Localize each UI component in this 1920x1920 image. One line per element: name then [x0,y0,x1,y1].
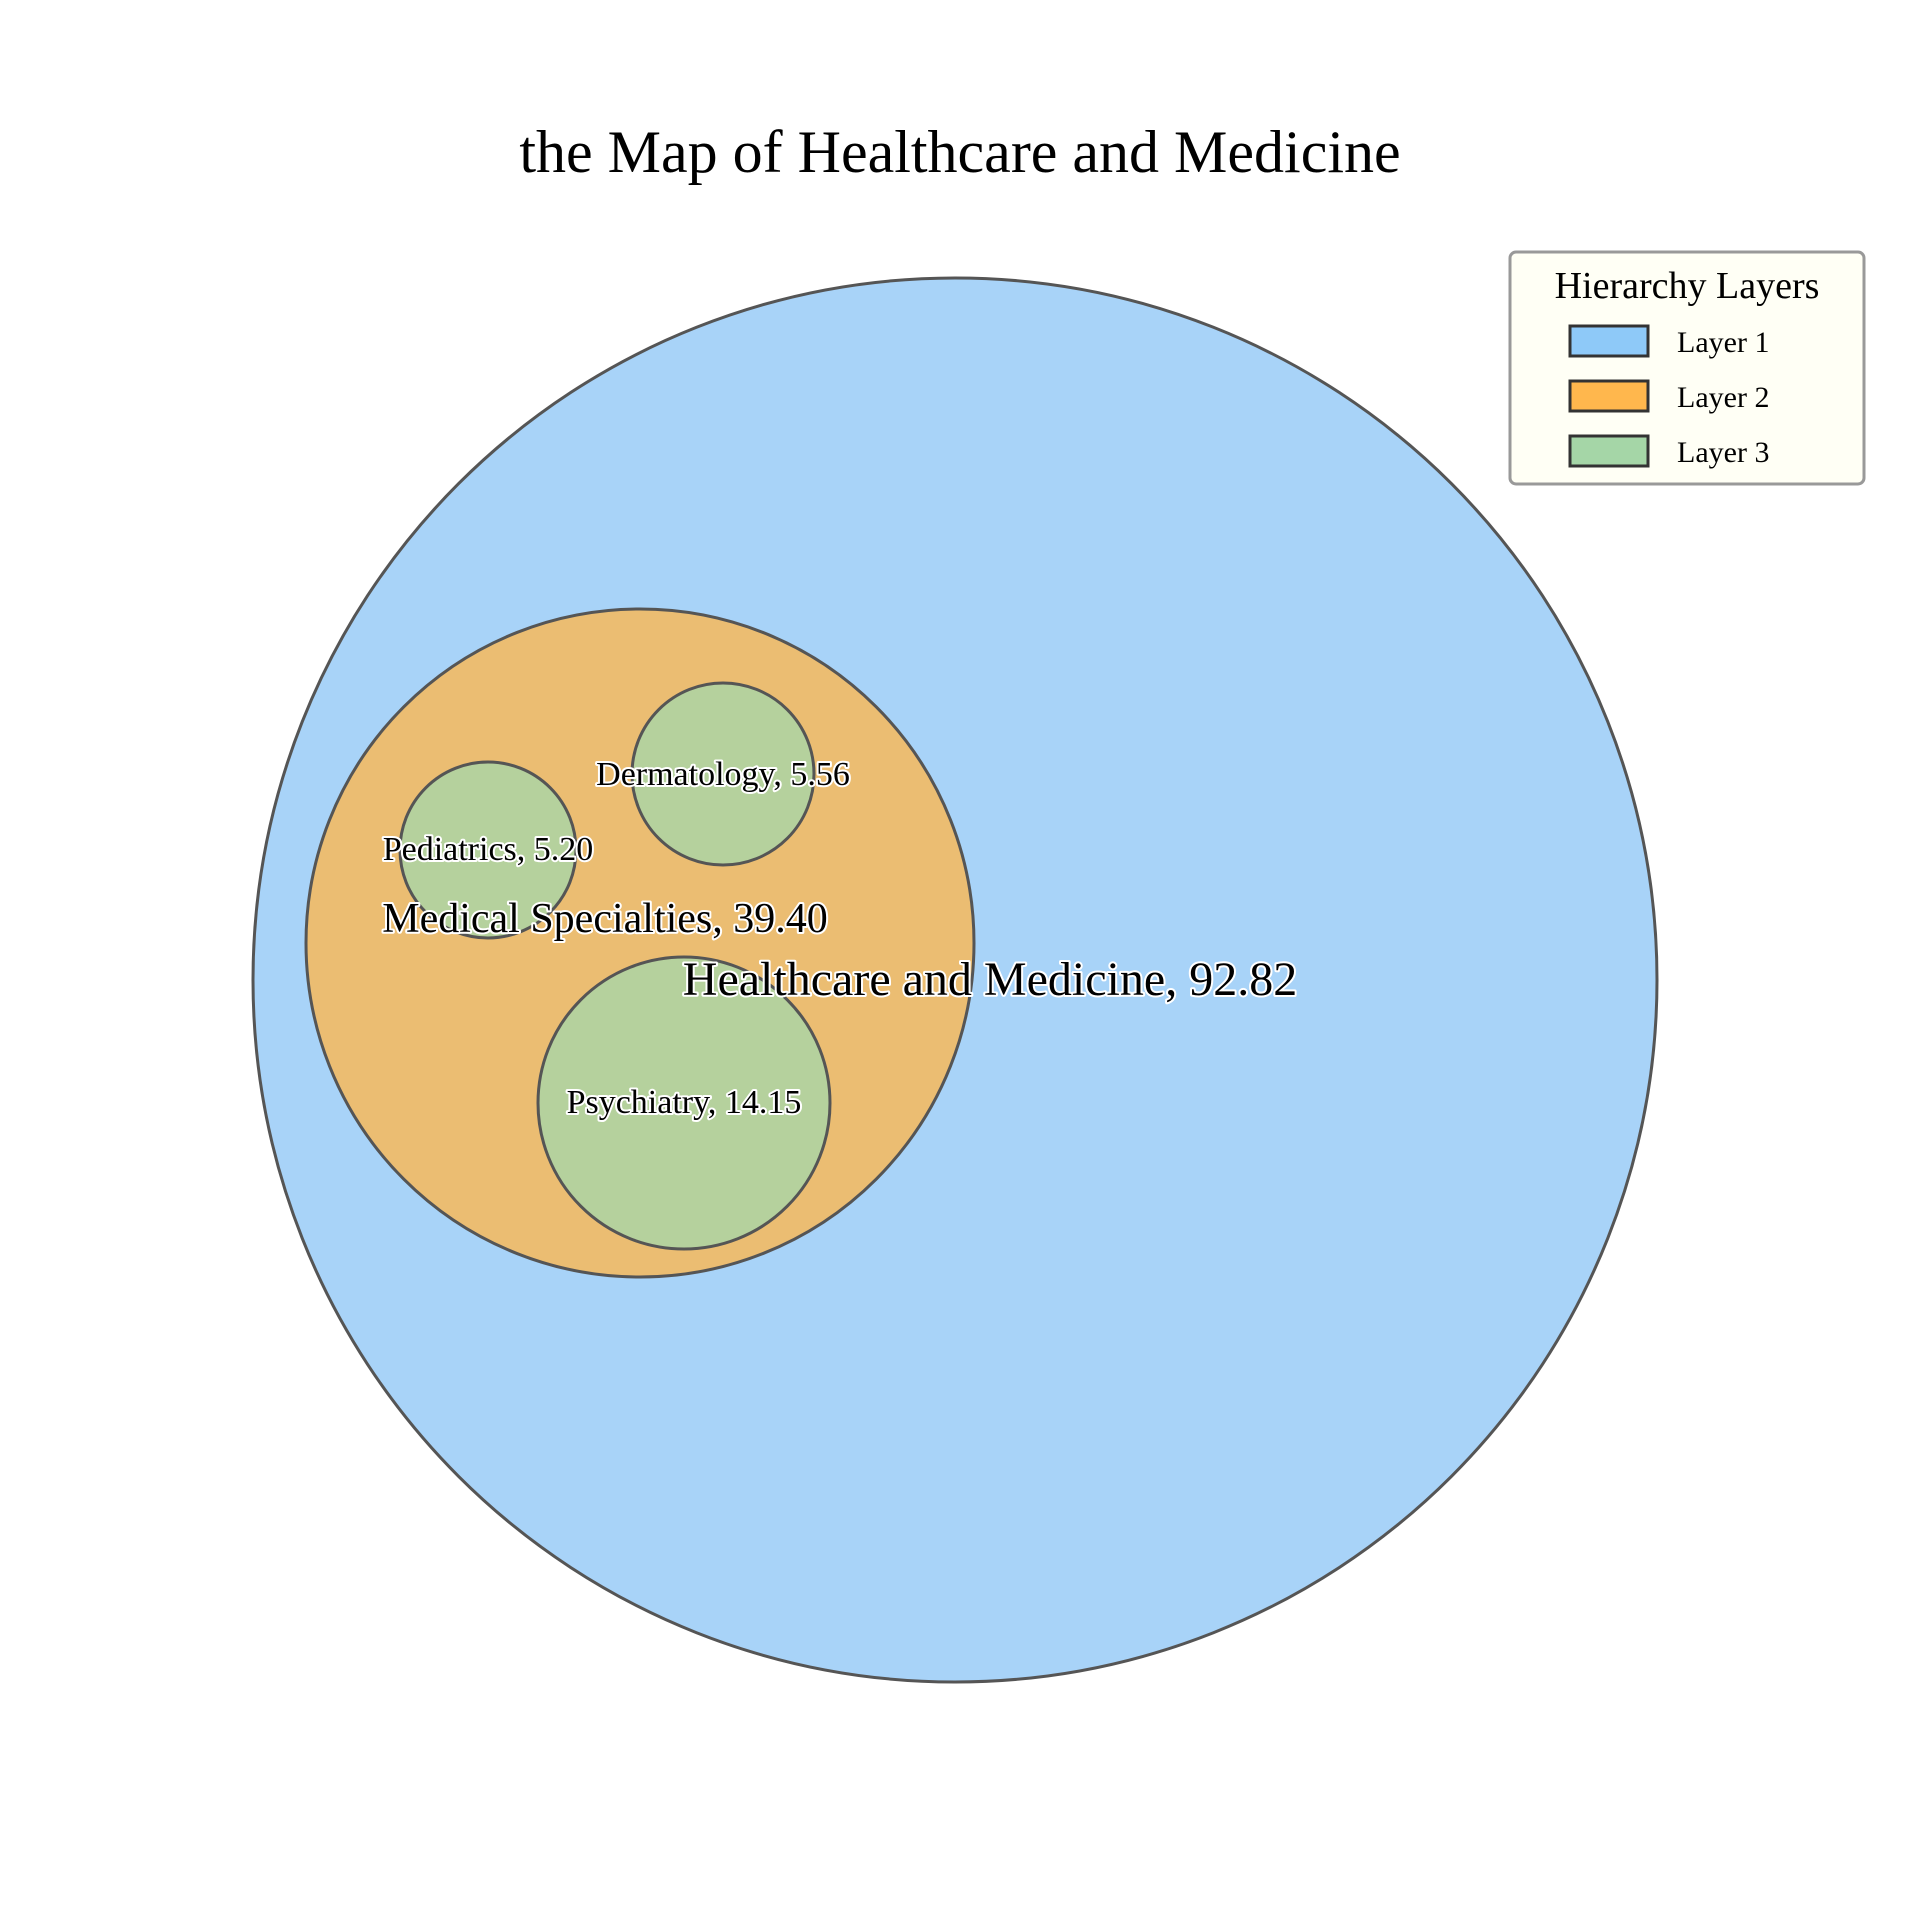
chart-title: the Map of Healthcare and Medicine [519,119,1400,185]
legend-items: Layer 1 Layer 2 Layer 3 [1568,324,1769,469]
bubble-dermatology [630,681,816,867]
label-group: Healthcare and Medicine, 92.82 Medical Sp… [380,754,1299,1123]
bubble-label-specialties: Medical Specialties, 39.40 [382,896,828,942]
bubble-pediatrics [398,760,578,940]
legend-label-layer-3: Layer 3 [1677,436,1769,469]
legend-frame [1508,250,1866,486]
legend-swatch-layer-2 [1568,379,1650,413]
legend-swatch-layer-3 [1568,434,1650,468]
legend-label-layer-2: Layer 2 [1677,381,1769,414]
bubble-label-pediatrics: Pediatrics, 5.20 [383,831,594,868]
legend-swatch-layer-1 [1568,324,1650,358]
bubble-label-root: Healthcare and Medicine, 92.82 [683,953,1297,1006]
legend-title: Hierarchy Layers [1555,265,1820,307]
bubble-label-dermatology: Dermatology, 5.56 [596,756,850,793]
legend: Hierarchy Layers Layer 1 Layer 2 Layer 3 [1508,250,1866,486]
legend-label-layer-1: Layer 1 [1677,326,1769,359]
bubble-label-psychiatry: Psychiatry, 14.15 [567,1084,802,1121]
bubble-group [251,276,1659,1684]
bubble-psychiatry [536,955,832,1251]
